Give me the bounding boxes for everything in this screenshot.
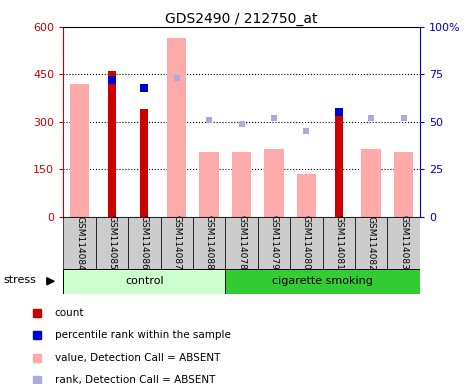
Bar	[108, 71, 116, 217]
Text: GSM114087: GSM114087	[172, 215, 181, 270]
Text: GSM114083: GSM114083	[399, 215, 408, 270]
Bar	[199, 152, 219, 217]
Bar	[140, 109, 148, 217]
Text: GSM114088: GSM114088	[204, 215, 214, 270]
Bar	[160, 217, 193, 269]
Bar	[193, 217, 225, 269]
Text: GSM114078: GSM114078	[237, 215, 246, 270]
Bar	[128, 217, 160, 269]
Bar	[387, 217, 420, 269]
Text: stress: stress	[3, 275, 36, 285]
Text: GSM114085: GSM114085	[107, 215, 116, 270]
Text: GSM114082: GSM114082	[367, 215, 376, 270]
Text: rank, Detection Call = ABSENT: rank, Detection Call = ABSENT	[54, 374, 215, 384]
Bar	[296, 174, 316, 217]
Bar	[63, 269, 225, 294]
Bar	[167, 38, 187, 217]
Text: control: control	[125, 276, 164, 286]
Bar	[355, 217, 387, 269]
Bar	[264, 149, 284, 217]
Bar	[394, 152, 413, 217]
Bar	[335, 116, 343, 217]
Text: GSM114079: GSM114079	[269, 215, 279, 270]
Bar	[232, 152, 251, 217]
Text: value, Detection Call = ABSENT: value, Detection Call = ABSENT	[54, 353, 220, 362]
Bar	[70, 84, 89, 217]
Title: GDS2490 / 212750_at: GDS2490 / 212750_at	[165, 12, 318, 26]
Bar	[323, 217, 355, 269]
Bar	[290, 217, 323, 269]
Text: percentile rank within the sample: percentile rank within the sample	[54, 330, 230, 341]
Bar	[63, 217, 96, 269]
Bar	[258, 217, 290, 269]
Text: cigarette smoking: cigarette smoking	[272, 276, 373, 286]
Bar	[96, 217, 128, 269]
Bar	[225, 269, 420, 294]
Text: count: count	[54, 308, 84, 318]
Text: GSM114080: GSM114080	[302, 215, 311, 270]
Text: GSM114084: GSM114084	[75, 215, 84, 270]
Bar	[225, 217, 258, 269]
Text: GSM114086: GSM114086	[140, 215, 149, 270]
Text: GSM114081: GSM114081	[334, 215, 343, 270]
Bar	[362, 149, 381, 217]
